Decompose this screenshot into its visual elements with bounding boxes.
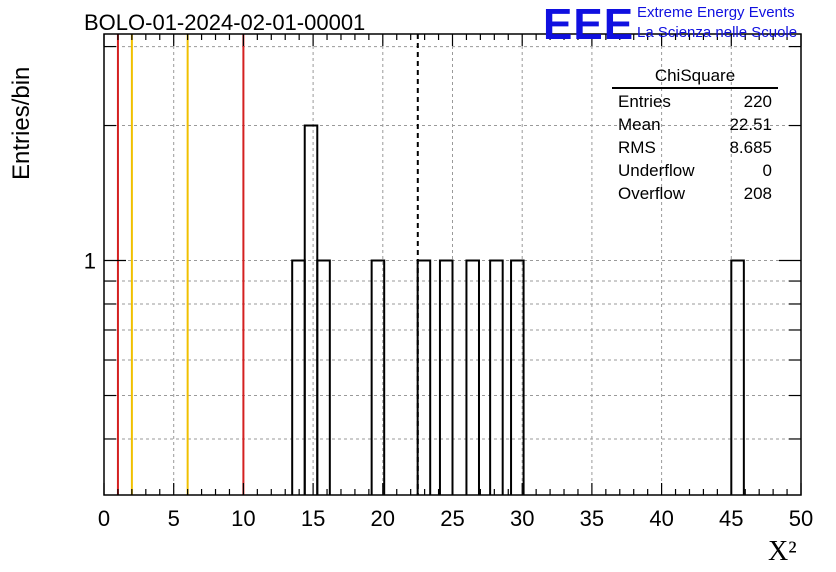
histogram-bar — [489, 259, 504, 495]
histogram-bar — [438, 259, 454, 495]
y-axis-label: Entries/bin — [8, 66, 35, 180]
stats-row: Underflow 0 — [612, 159, 778, 182]
x-tick-label: 30 — [510, 506, 534, 531]
histogram-bar — [303, 124, 319, 495]
stats-label: Underflow — [618, 161, 695, 180]
x-tick-label: 50 — [789, 506, 813, 531]
histogram-bar — [465, 259, 480, 495]
histogram-bars — [291, 124, 745, 495]
logo-line-2: La Scienza nelle Scuole — [637, 24, 798, 41]
stats-row: Mean 22.51 — [612, 113, 778, 136]
logo-line-1: Extreme Energy Events — [637, 4, 795, 21]
y-tick-label: 1 — [84, 249, 96, 274]
stats-box: ChiSquare Entries 220 Mean 22.51 RMS 8.6… — [612, 66, 778, 205]
x-tick-label: 0 — [98, 506, 110, 531]
stats-value: 220 — [743, 92, 772, 111]
stats-label: Entries — [618, 92, 671, 111]
chart-title: BOLO-01-2024-02-01-00001 — [84, 10, 366, 35]
histogram-bar — [291, 259, 306, 495]
histogram-bar — [316, 259, 331, 495]
x-tick-label: 15 — [301, 506, 325, 531]
stats-row: RMS 8.685 — [612, 136, 778, 159]
x-tick-label: 25 — [440, 506, 464, 531]
x-tick-label: 45 — [719, 506, 743, 531]
stats-value: 0 — [762, 161, 772, 180]
x-tick-label: 10 — [231, 506, 255, 531]
stats-label: RMS — [618, 138, 656, 157]
histogram-bar — [510, 259, 525, 495]
stats-row: Overflow 208 — [612, 182, 778, 205]
stats-value: 22.51 — [729, 115, 772, 134]
y-tick-labels: 1 — [84, 249, 96, 274]
eee-logo: EEE Extreme Energy Events La Scienza nel… — [543, 0, 833, 50]
x-tick-label: 40 — [649, 506, 673, 531]
axis-ticks — [103, 34, 802, 495]
x-tick-labels: 0 5 10 15 20 25 30 35 40 45 50 — [98, 506, 813, 531]
stats-title: ChiSquare — [612, 66, 778, 89]
logo-mark: EEE — [543, 0, 635, 49]
stats-value: 208 — [743, 184, 772, 203]
stats-value: 8.685 — [729, 138, 772, 157]
x-axis-label: X² — [768, 536, 797, 567]
stats-label: Overflow — [618, 184, 686, 203]
x-tick-label: 20 — [371, 506, 395, 531]
x-tick-label: 5 — [168, 506, 180, 531]
reference-lines — [116, 34, 419, 495]
stats-row: Entries 220 — [612, 90, 778, 113]
stats-label: Mean — [618, 115, 661, 134]
histogram-bar — [416, 259, 432, 495]
x-tick-label: 35 — [580, 506, 604, 531]
histogram-bar — [370, 259, 386, 495]
histogram-bar — [730, 259, 745, 495]
